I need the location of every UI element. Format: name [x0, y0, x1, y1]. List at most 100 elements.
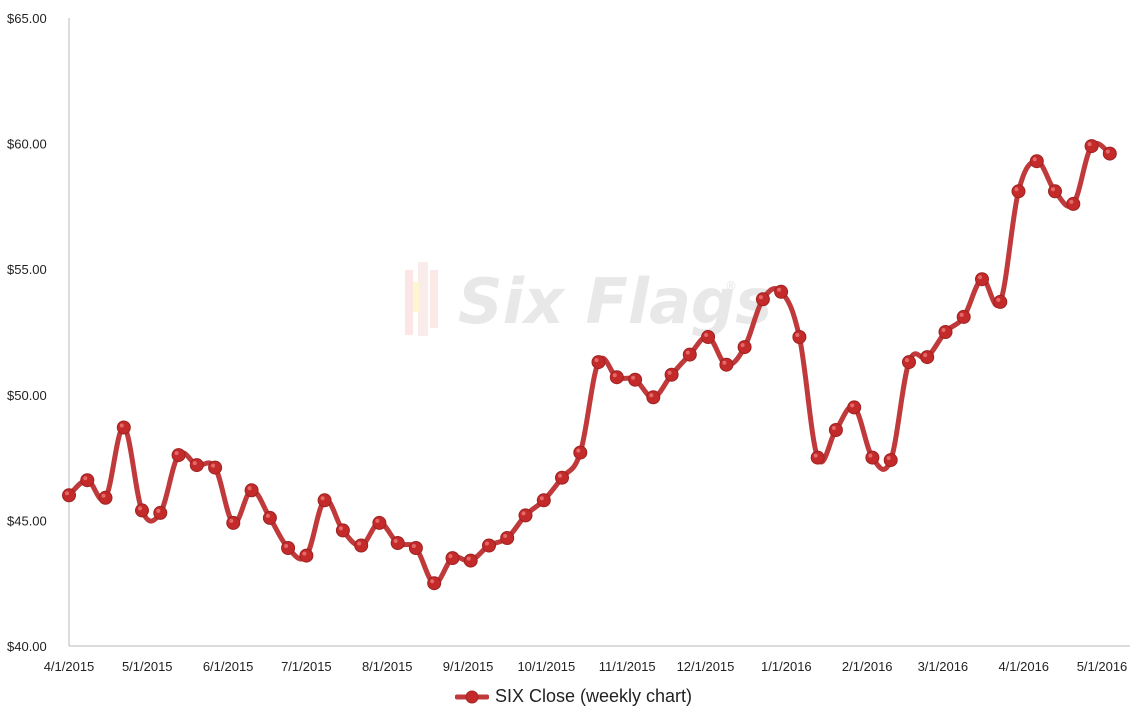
data-point: [62, 488, 76, 503]
data-point: [518, 508, 533, 523]
data-point-highlight: [594, 358, 599, 363]
data-point: [372, 515, 387, 530]
data-point-highlight: [466, 556, 471, 561]
data-point-highlight: [65, 491, 69, 496]
data-point-highlight: [83, 476, 88, 481]
data-point-highlight: [229, 518, 234, 523]
x-tick-label: 7/1/2015: [281, 659, 332, 674]
data-point-highlight: [722, 360, 727, 365]
y-tick-label: $60.00: [7, 137, 47, 152]
legend-label: SIX Close (weekly chart): [494, 686, 693, 706]
data-point-highlight: [576, 448, 581, 453]
data-point-highlight: [393, 539, 398, 543]
y-tick-label: $40.00: [7, 639, 47, 654]
y-axis-ticks: $40.00 $45.00 $50.00 $55.00 $60.00 $65.00: [7, 11, 47, 654]
x-tick-label: 6/1/2015: [203, 659, 254, 674]
data-point: [573, 445, 588, 460]
x-tick-label: 9/1/2015: [443, 659, 494, 674]
data-point: [682, 347, 697, 362]
data-point: [262, 510, 277, 525]
data-point: [244, 483, 259, 498]
data-point: [755, 292, 770, 307]
data-point-highlight: [485, 541, 489, 546]
data-point-highlight: [941, 328, 946, 332]
data-point: [810, 450, 825, 465]
data-point-highlight: [411, 544, 416, 548]
data-point: [299, 548, 314, 563]
data-point-highlight: [448, 554, 453, 559]
data-point: [500, 531, 515, 545]
data-point-highlight: [539, 496, 544, 501]
x-tick-label: 3/1/2016: [918, 659, 969, 674]
data-point: [847, 400, 862, 415]
watermark-text: Six Flags: [458, 265, 772, 338]
data-point: [335, 523, 350, 538]
data-point: [1011, 184, 1026, 199]
data-point-highlight: [777, 287, 782, 292]
data-point: [828, 423, 843, 437]
data-point-highlight: [1087, 142, 1092, 147]
data-point-highlight: [174, 451, 179, 456]
data-point: [98, 490, 113, 505]
data-point: [993, 294, 1008, 309]
data-point: [701, 330, 716, 344]
data-point-highlight: [320, 496, 325, 501]
data-point: [116, 420, 131, 435]
x-axis-ticks: 4/1/2015 5/1/2015 6/1/2015 7/1/2015 8/1/2015…: [44, 659, 1128, 674]
data-point-highlight: [119, 423, 124, 428]
six-flags-watermark: Six Flags ®: [405, 262, 772, 338]
data-point: [135, 503, 149, 518]
data-point-highlight: [338, 526, 343, 531]
x-tick-label: 4/1/2015: [44, 659, 95, 674]
data-point-highlight: [1069, 199, 1074, 204]
x-tick-label: 8/1/2015: [362, 659, 413, 674]
y-tick-label: $45.00: [7, 513, 47, 528]
data-point-highlight: [1105, 149, 1110, 154]
y-tick-label: $55.00: [7, 262, 47, 277]
data-point-highlight: [959, 312, 964, 317]
data-point-highlight: [704, 333, 709, 337]
data-point: [390, 536, 405, 550]
data-point-highlight: [923, 353, 928, 358]
data-point: [956, 309, 971, 324]
data-point: [536, 493, 551, 508]
data-point: [80, 473, 95, 488]
x-tick-label: 4/1/2016: [998, 659, 1049, 674]
data-point-highlight: [430, 579, 435, 584]
y-tick-label: $65.00: [7, 11, 47, 26]
data-point-highlight: [740, 343, 745, 348]
data-point: [1084, 139, 1099, 154]
data-point-highlight: [503, 534, 508, 538]
data-point: [591, 355, 606, 370]
data-point-highlight: [101, 493, 106, 498]
data-point-highlight: [1051, 187, 1055, 192]
x-tick-label: 5/1/2016: [1077, 659, 1128, 674]
data-point: [737, 340, 752, 355]
x-tick-label: 1/1/2016: [761, 659, 812, 674]
data-point-highlight: [795, 333, 800, 337]
data-point-highlight: [284, 544, 289, 548]
data-point-highlight: [612, 373, 617, 378]
data-point: [664, 367, 679, 382]
data-point-highlight: [247, 486, 252, 491]
data-point: [774, 284, 789, 299]
data-point: [1066, 196, 1081, 211]
x-tick-label: 5/1/2015: [122, 659, 173, 674]
data-point: [189, 458, 204, 473]
data-point-highlight: [558, 473, 562, 478]
data-point-highlight: [265, 513, 270, 518]
data-point: [792, 330, 807, 344]
data-point: [1048, 184, 1062, 199]
series-six-close: [62, 139, 1117, 591]
data-point-highlight: [850, 403, 855, 408]
data-point-highlight: [631, 375, 636, 380]
data-point: [427, 576, 442, 591]
data-point-highlight: [667, 370, 672, 375]
legend: SIX Close (weekly chart): [0, 686, 1147, 707]
data-point-highlight: [211, 463, 216, 468]
data-point-highlight: [1014, 187, 1019, 192]
data-point: [171, 448, 186, 463]
y-tick-label: $50.00: [7, 388, 47, 403]
data-point-highlight: [868, 453, 873, 458]
data-point-highlight: [905, 358, 909, 363]
